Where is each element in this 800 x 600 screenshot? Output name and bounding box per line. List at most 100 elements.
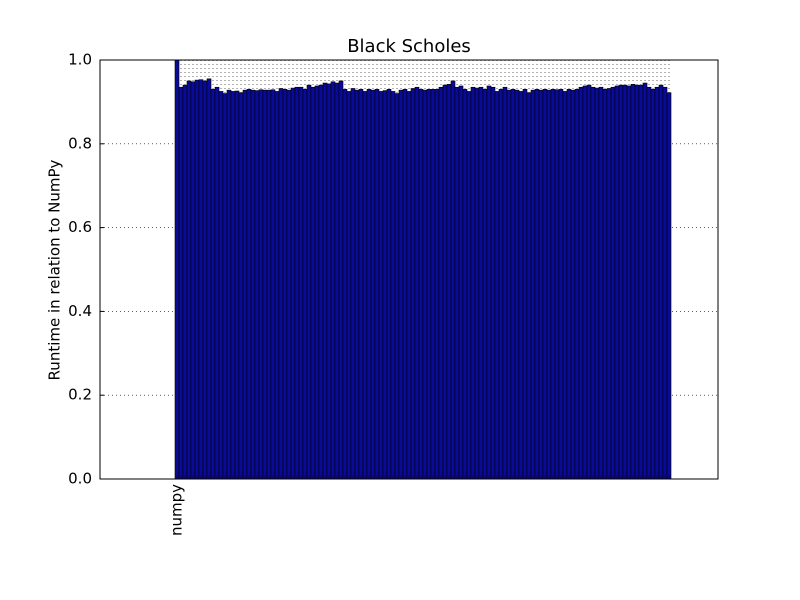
bar — [242, 89, 248, 480]
bar — [650, 89, 656, 480]
bar — [390, 91, 396, 480]
bar — [202, 80, 208, 480]
bar — [514, 89, 520, 480]
bar — [666, 92, 672, 480]
bar — [382, 90, 388, 480]
bar — [258, 89, 264, 480]
bar — [302, 89, 308, 480]
bar — [538, 89, 544, 480]
bar — [206, 78, 212, 480]
bar — [362, 91, 368, 480]
bar — [350, 88, 356, 480]
bar — [454, 86, 460, 480]
bar — [338, 80, 344, 480]
y-axis-label: Runtime in relation to NumPy — [46, 159, 64, 380]
bar — [182, 84, 188, 480]
bar — [534, 89, 540, 480]
bar — [490, 86, 496, 480]
bar — [558, 89, 564, 480]
bar — [590, 86, 596, 480]
y-tick-label: 1.0 — [68, 51, 92, 69]
bar — [498, 89, 504, 480]
bar — [570, 89, 576, 480]
bar — [194, 79, 200, 480]
bar — [458, 85, 464, 480]
bar — [606, 88, 612, 480]
bar — [374, 89, 380, 480]
bar — [566, 89, 572, 480]
bar — [286, 89, 292, 480]
bar — [510, 89, 516, 480]
bar — [322, 82, 328, 480]
bar — [594, 87, 600, 480]
y-tick-label: 0.6 — [68, 218, 92, 236]
bar — [598, 86, 604, 480]
bar — [210, 89, 216, 480]
bar — [358, 89, 364, 480]
bar — [174, 59, 180, 480]
bar — [578, 86, 584, 480]
bar — [526, 92, 532, 480]
bar — [502, 86, 508, 480]
bar — [446, 84, 452, 480]
bar — [646, 86, 652, 480]
bar — [250, 89, 256, 480]
bar — [230, 91, 236, 480]
bar — [642, 82, 648, 480]
bar — [574, 89, 580, 480]
bar — [474, 87, 480, 480]
bar — [522, 89, 528, 480]
bar — [186, 80, 192, 480]
bar — [214, 86, 220, 480]
bar — [614, 85, 620, 480]
bar — [262, 89, 268, 480]
bar — [342, 89, 348, 480]
bar — [602, 89, 608, 480]
bar — [430, 89, 436, 480]
bar — [334, 82, 340, 480]
bar — [450, 80, 456, 480]
bar — [506, 89, 512, 480]
bar — [662, 86, 668, 480]
bar — [554, 89, 560, 480]
bar — [494, 91, 500, 480]
bar — [274, 91, 280, 480]
bar — [270, 89, 276, 480]
chart-title: Black Scholes — [347, 36, 471, 57]
bar — [518, 91, 524, 480]
bar — [386, 89, 392, 480]
bar — [658, 84, 664, 480]
bar — [638, 84, 644, 480]
y-tick-label: 0.0 — [68, 470, 92, 488]
bar — [282, 89, 288, 480]
bar — [622, 84, 628, 480]
bar — [634, 84, 640, 480]
bar — [254, 90, 260, 480]
plot-frame — [99, 59, 719, 480]
y-tick-label: 0.2 — [68, 386, 92, 404]
bar — [234, 90, 240, 480]
bar — [398, 89, 404, 480]
bar — [346, 91, 352, 480]
bar — [246, 89, 252, 480]
bar — [218, 91, 224, 480]
bar — [482, 89, 488, 480]
bar — [410, 88, 416, 480]
bar — [354, 89, 360, 480]
bar — [290, 87, 296, 480]
bar — [442, 84, 448, 480]
bar — [402, 89, 408, 480]
y-tick-label: 0.4 — [68, 302, 92, 320]
bar — [478, 86, 484, 480]
bar — [414, 86, 420, 480]
bar — [190, 81, 196, 480]
bar — [294, 86, 300, 480]
bar — [394, 93, 400, 480]
bar — [330, 81, 336, 480]
bar — [222, 93, 228, 480]
bar — [278, 88, 284, 480]
y-tick-label: 0.8 — [68, 134, 92, 152]
bar — [318, 84, 324, 480]
bar — [562, 91, 568, 480]
